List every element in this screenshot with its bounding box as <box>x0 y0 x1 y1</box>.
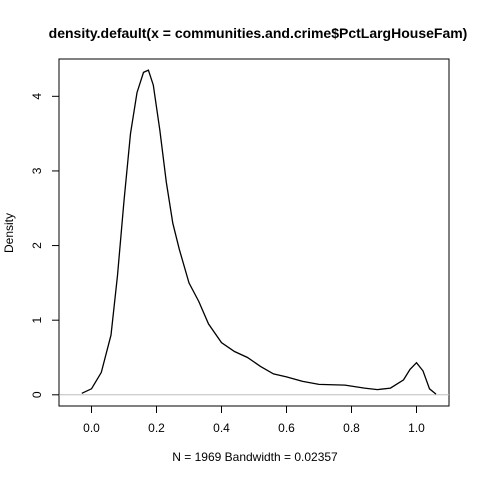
x-axis: 0.0 0.2 0.4 0.6 0.8 1.0 <box>83 405 425 435</box>
x-tick-label: 0.6 <box>278 421 295 435</box>
y-axis: 0 1 2 3 4 <box>30 93 60 398</box>
y-tick-label: 0 <box>30 391 44 398</box>
y-tick-label: 2 <box>30 242 44 249</box>
x-tick-label: 0.4 <box>213 421 230 435</box>
y-tick-label: 3 <box>30 167 44 174</box>
x-tick-label: 0.8 <box>343 421 360 435</box>
x-tick-label: 0.2 <box>148 421 165 435</box>
x-tick-label: 1.0 <box>408 421 425 435</box>
y-axis-label: Density <box>2 213 16 253</box>
plot-frame <box>58 58 450 407</box>
density-curve <box>81 69 437 395</box>
chart-title: density.default(x = communities.and.crim… <box>49 25 468 41</box>
y-tick-label: 4 <box>30 93 44 100</box>
x-tick-label: 0.0 <box>83 421 100 435</box>
x-axis-label: N = 1969 Bandwidth = 0.02357 <box>172 450 338 464</box>
y-tick-label: 1 <box>30 317 44 324</box>
